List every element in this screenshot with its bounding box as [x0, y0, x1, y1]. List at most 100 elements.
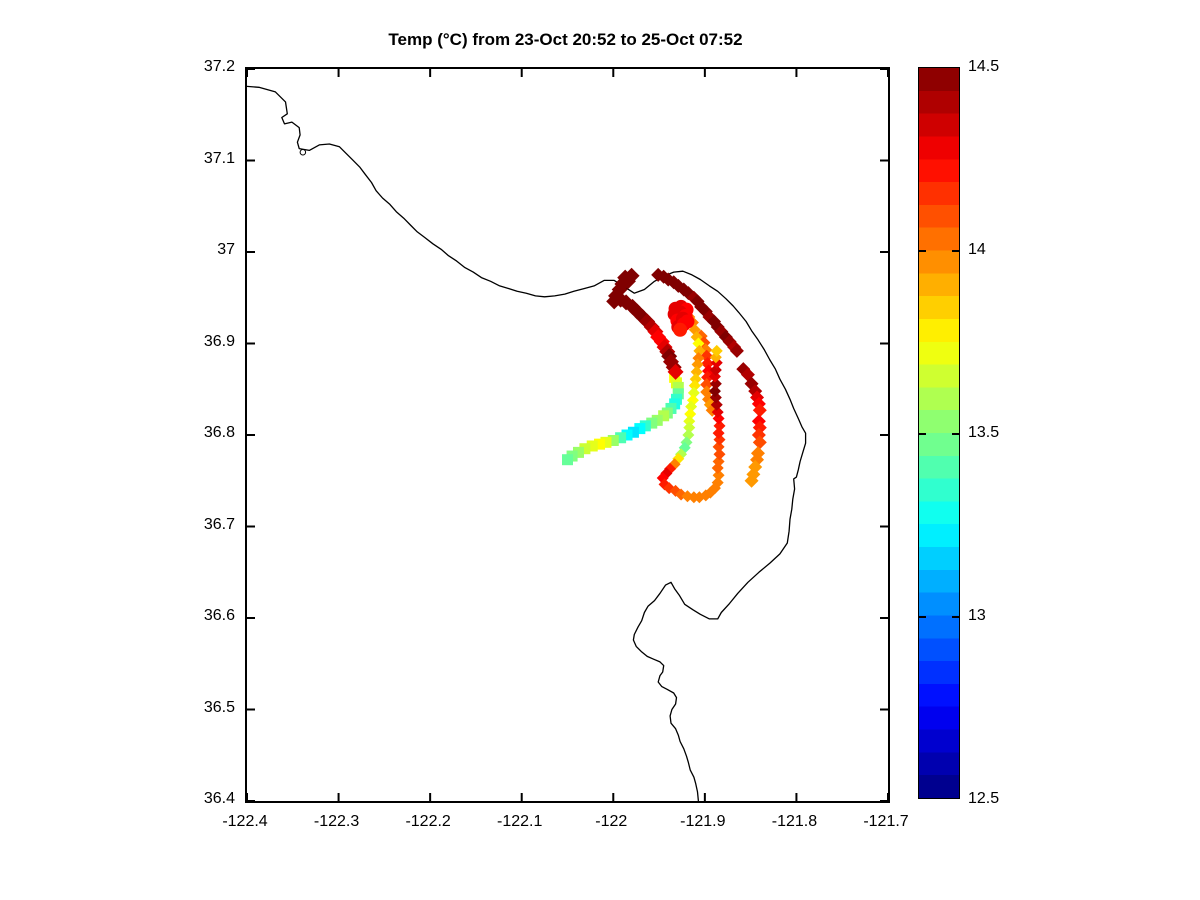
track-point	[701, 370, 715, 384]
track-point	[685, 400, 698, 413]
track-point	[615, 432, 627, 444]
track-point	[752, 403, 767, 418]
track-point	[744, 376, 759, 391]
track-point	[729, 343, 744, 358]
track-point	[700, 385, 714, 399]
track-point	[668, 458, 681, 471]
track-point	[693, 344, 706, 357]
x-tick-label: -121.9	[680, 813, 726, 830]
track-point	[692, 337, 705, 350]
track-point	[700, 378, 714, 392]
track-point	[700, 349, 714, 363]
track-point	[667, 363, 684, 380]
y-tick-label: 36.6	[203, 607, 235, 624]
y-tick-label: 37.1	[203, 149, 235, 167]
track-point	[688, 379, 701, 392]
track-point	[600, 436, 612, 448]
islet-outline	[299, 149, 307, 156]
track-point	[579, 443, 591, 455]
track-point	[682, 429, 695, 441]
track-point	[586, 440, 598, 452]
colorbar-tick-label: 12.5	[968, 790, 1000, 807]
track-point	[713, 433, 726, 446]
track-point	[623, 267, 640, 284]
track-western-arm	[562, 371, 684, 466]
colorbar-tick-label: 14	[968, 241, 986, 258]
track-point	[709, 364, 722, 377]
track-northeast-bay-leg	[651, 267, 767, 488]
colorbar-tick-mark	[919, 616, 926, 618]
colorbar	[918, 67, 960, 799]
x-tick-label: -121.8	[771, 813, 818, 830]
y-tick-label: 37.2	[203, 58, 235, 75]
track-point	[687, 386, 700, 399]
track-point	[712, 440, 725, 453]
colorbar-tick-label: 13.5	[968, 424, 1000, 441]
track-point	[708, 385, 721, 398]
track-point	[618, 294, 635, 311]
track-point	[709, 377, 722, 390]
x-tick-label: -121.7	[863, 813, 909, 830]
track-point	[634, 423, 646, 435]
track-point	[619, 273, 636, 290]
y-tick-label: 36.4	[203, 790, 235, 807]
x-tick-label: -122.2	[405, 813, 451, 830]
colorbar-tick-mark	[952, 250, 959, 252]
track-point	[646, 417, 658, 429]
track-southern-loop	[656, 310, 726, 504]
track-point	[661, 272, 676, 287]
track-point	[669, 484, 682, 497]
track-point	[683, 421, 696, 434]
x-tick-label: -122.1	[497, 813, 543, 830]
track-point	[684, 407, 697, 420]
track-point	[621, 429, 633, 441]
x-tick-label: -122.4	[222, 813, 268, 830]
colorbar-tick-label: 14.5	[968, 58, 1000, 75]
x-tick-label: -122	[595, 813, 628, 830]
track-point	[624, 298, 641, 315]
colorbar-tick-mark	[919, 433, 926, 435]
track-point	[672, 452, 685, 465]
track-point	[707, 314, 722, 329]
colorbar-tick-mark	[952, 433, 959, 435]
colorbar-tick-label: 13	[968, 607, 986, 624]
track-point	[612, 291, 629, 308]
track-point	[744, 473, 759, 488]
y-tick-label: 36.8	[203, 424, 235, 441]
track-northwest-cluster-leg	[606, 267, 684, 380]
x-tick-label: -122.3	[313, 813, 360, 830]
y-tick-label: 36.9	[203, 332, 235, 350]
track-point	[691, 358, 704, 371]
track-point	[712, 455, 725, 468]
track-point	[690, 365, 703, 378]
track-point	[607, 434, 619, 446]
colorbar-tick-mark	[952, 616, 959, 618]
track-point	[712, 427, 725, 440]
track-point	[672, 381, 684, 393]
y-tick-label: 36.5	[203, 698, 235, 716]
track-point	[572, 446, 584, 458]
track-point	[683, 415, 696, 428]
track-point	[627, 426, 639, 438]
track-point	[710, 344, 723, 357]
track-point	[712, 469, 725, 482]
track-point	[711, 406, 724, 419]
track-point	[653, 333, 670, 350]
track-point	[710, 398, 723, 411]
track-point	[594, 438, 606, 450]
track-point	[752, 435, 767, 450]
track-point	[676, 282, 691, 297]
track-point	[713, 419, 726, 432]
track-point	[740, 367, 755, 382]
y-tick-label: 36.7	[203, 515, 235, 533]
colorbar-tick-mark	[919, 250, 926, 252]
map-plot-area	[245, 67, 890, 803]
track-point	[656, 269, 671, 284]
track-point	[666, 275, 681, 290]
track-point	[702, 392, 716, 406]
coastline-path	[247, 85, 807, 801]
track-point	[711, 476, 724, 489]
chart-title: Temp (°C) from 23-Oct 20:52 to 25-Oct 07…	[388, 30, 743, 49]
track-point	[713, 448, 726, 461]
